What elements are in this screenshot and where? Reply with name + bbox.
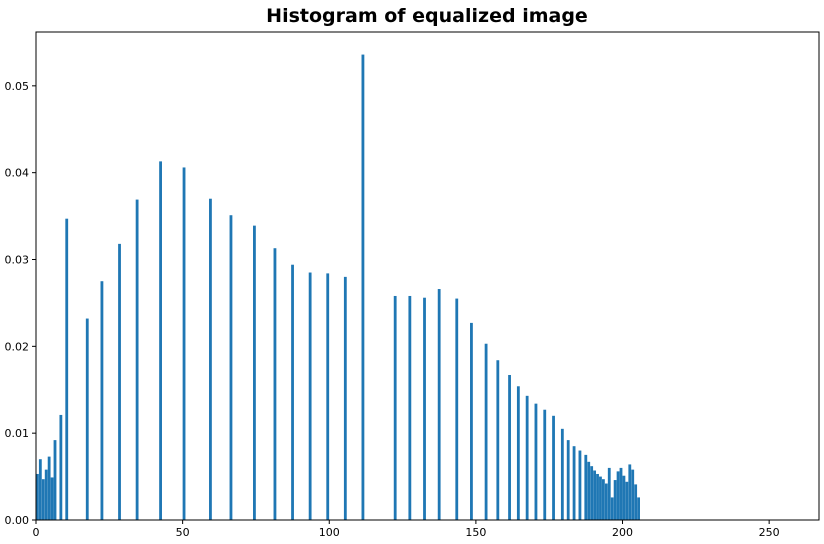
histogram-bar xyxy=(566,440,570,520)
histogram-bar xyxy=(135,199,139,520)
histogram-bar xyxy=(516,386,520,520)
histogram-bar xyxy=(273,248,277,521)
histogram-bar xyxy=(308,272,312,520)
histogram-bar xyxy=(578,450,582,520)
x-tick-label: 200 xyxy=(612,526,633,539)
histogram-bar xyxy=(437,289,441,520)
histogram-bar xyxy=(610,497,614,520)
histogram-bar xyxy=(631,469,635,520)
y-tick-label: 0.00 xyxy=(5,514,30,527)
histogram-bar xyxy=(36,473,39,520)
histogram-bar xyxy=(423,297,426,520)
chart-title: Histogram of equalized image xyxy=(266,5,588,27)
histogram-bar xyxy=(209,198,212,520)
histogram-bar xyxy=(634,484,638,520)
histogram-bar xyxy=(44,469,48,520)
histogram-bar xyxy=(291,264,294,520)
histogram-bar xyxy=(470,322,473,520)
histogram-bar xyxy=(596,473,599,520)
histogram-bar xyxy=(253,225,256,520)
histogram-bar xyxy=(584,454,588,520)
x-tick-label: 250 xyxy=(759,526,780,539)
x-tick-label: 50 xyxy=(176,526,190,539)
histogram-bar xyxy=(455,298,459,520)
histogram-bar xyxy=(50,477,54,520)
histogram-bar xyxy=(484,343,488,520)
y-tick-label: 0.05 xyxy=(5,80,30,93)
histogram-bar xyxy=(408,295,412,520)
histogram-bar xyxy=(65,218,69,521)
histogram-bar xyxy=(100,281,104,520)
histogram-bar xyxy=(560,428,564,520)
histogram-bar xyxy=(543,409,547,520)
bars-group xyxy=(36,54,640,521)
histogram-bar xyxy=(616,471,620,520)
histogram-bar xyxy=(534,403,538,520)
histogram-bar xyxy=(59,414,63,520)
y-tick-label: 0.03 xyxy=(5,254,30,267)
histogram-bar xyxy=(572,446,576,520)
axes-group: 0 50 100 150 200 250 0.00 0.01 0.02 0.03 0.04 0.05 xyxy=(5,80,780,539)
histogram-bar xyxy=(118,243,121,520)
histogram-bar xyxy=(229,215,233,520)
histogram-bar xyxy=(619,467,623,520)
y-tick-label: 0.04 xyxy=(5,167,30,180)
histogram-bar xyxy=(159,161,162,520)
histogram-bar xyxy=(637,497,640,520)
histogram-bar xyxy=(326,273,330,520)
histogram-bar xyxy=(599,476,602,520)
histogram-bar xyxy=(343,276,347,520)
histogram-bar xyxy=(182,167,186,520)
histogram-bar xyxy=(613,480,617,520)
histogram-bar xyxy=(361,54,365,521)
histogram-bar xyxy=(593,470,597,520)
histogram-bar xyxy=(587,461,591,520)
histogram-bar xyxy=(496,360,500,520)
x-tick-label: 0 xyxy=(33,526,40,539)
histogram-bar xyxy=(85,318,89,520)
histogram-bar xyxy=(53,440,57,520)
histogram-bar xyxy=(41,479,45,520)
histogram-bar xyxy=(628,464,632,520)
x-tick-label: 150 xyxy=(465,526,486,539)
histogram-bar xyxy=(525,395,529,520)
histogram-bar xyxy=(622,475,626,520)
histogram-bar xyxy=(601,479,605,520)
histogram-bar xyxy=(47,456,51,520)
plot-frame xyxy=(35,31,820,521)
histogram-bar xyxy=(552,415,555,520)
histogram-bar xyxy=(625,481,629,520)
histogram-bar xyxy=(604,483,608,520)
x-tick-label: 100 xyxy=(319,526,340,539)
histogram-bar xyxy=(38,459,42,520)
histogram-bar xyxy=(590,466,594,520)
histogram-bar xyxy=(393,295,397,520)
y-tick-label: 0.01 xyxy=(5,427,30,440)
y-tick-label: 0.02 xyxy=(5,340,30,353)
histogram-bar xyxy=(607,467,611,520)
histogram-bar xyxy=(508,374,511,520)
